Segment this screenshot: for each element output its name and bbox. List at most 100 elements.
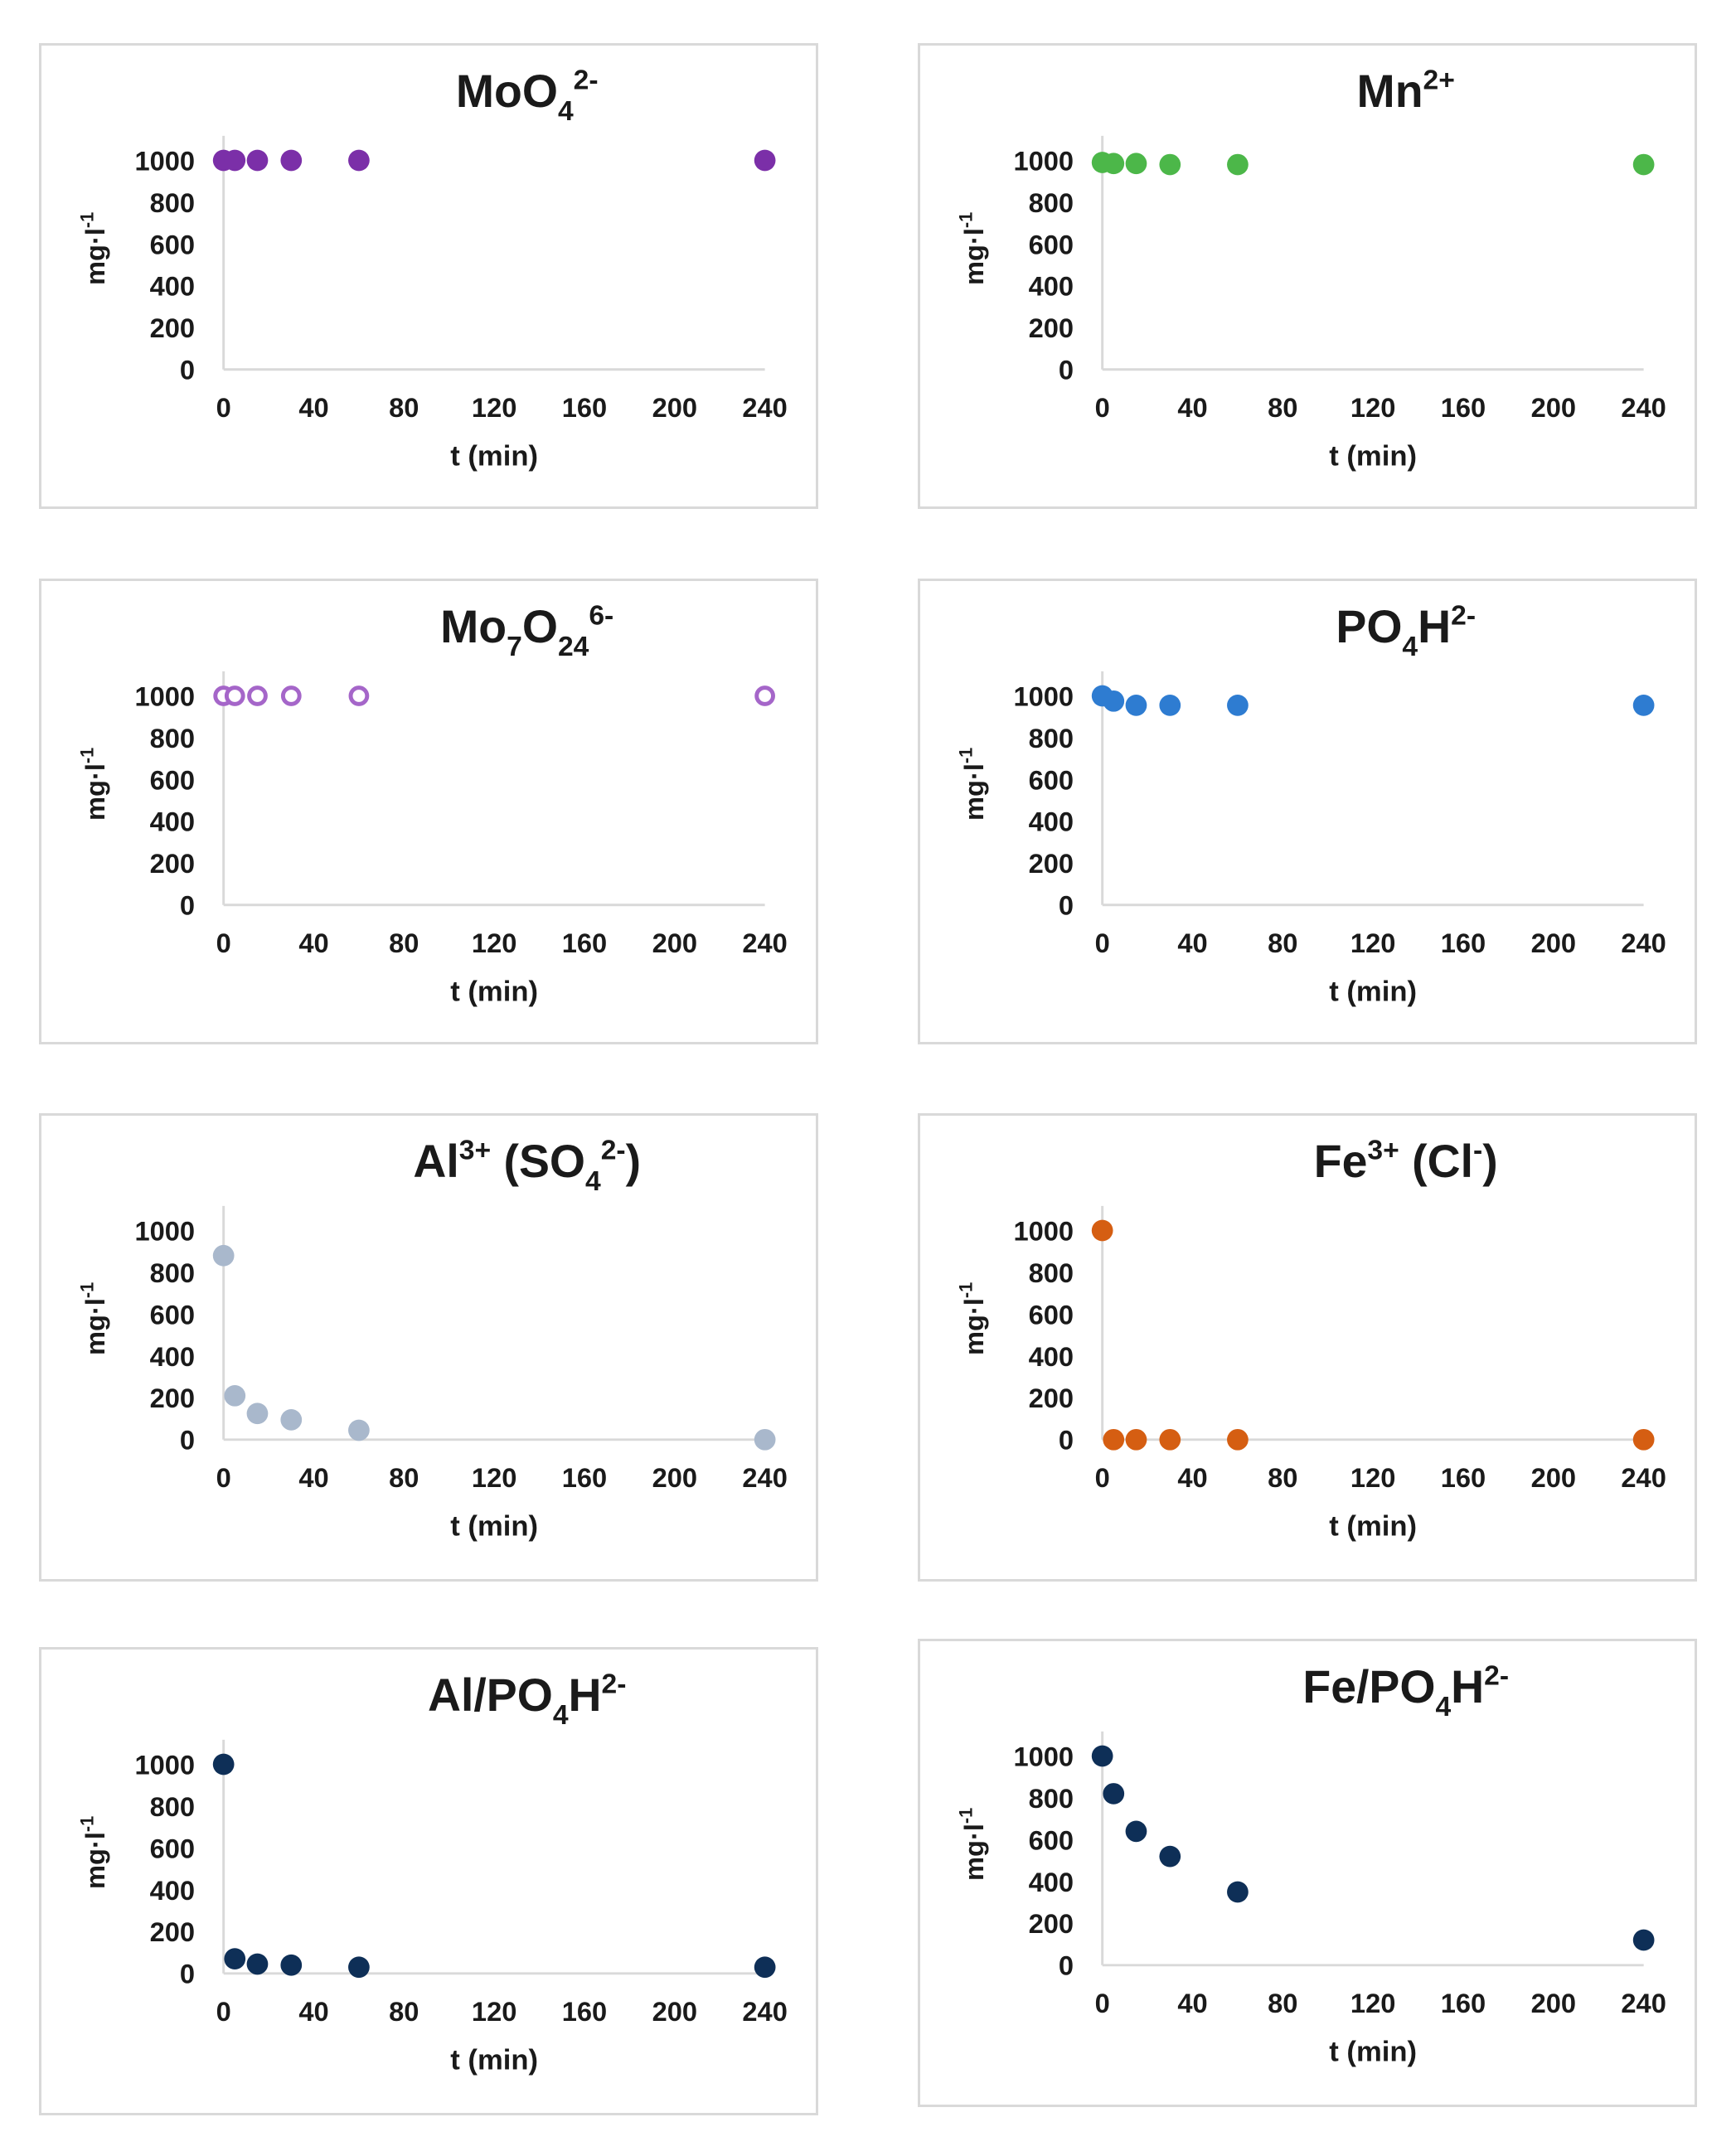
y-tick-label: 600 <box>1029 229 1074 259</box>
y-tick-label: 0 <box>180 890 195 921</box>
y-axis-label: mg·l-1 <box>955 212 989 285</box>
y-tick-label: 400 <box>1029 807 1074 837</box>
x-tick-label: 120 <box>472 1462 516 1493</box>
y-axis-label: mg·l-1 <box>76 1282 110 1355</box>
y-tick-label: 800 <box>150 723 195 753</box>
x-tick-label: 200 <box>652 392 697 423</box>
x-tick-label: 0 <box>216 1462 231 1493</box>
data-point <box>1159 1845 1181 1868</box>
x-tick-label: 200 <box>652 1462 697 1493</box>
x-tick-label: 40 <box>298 392 328 423</box>
data-point <box>224 686 245 706</box>
data-point <box>1103 690 1125 712</box>
x-tick-label: 200 <box>1531 392 1576 423</box>
chart-svg: Al/PO4H2- 0 200 400 600 800 1000 0 40 80 120 160 200… <box>76 1669 788 2076</box>
data-point <box>224 1948 246 1970</box>
data-point <box>1632 694 1655 716</box>
x-tick-label: 160 <box>1441 1462 1486 1493</box>
y-tick-label: 200 <box>150 848 195 879</box>
chart-title: Fe/PO4H2- <box>1302 1660 1509 1722</box>
x-tick-label: 240 <box>1621 1988 1666 2018</box>
y-tick-label: 400 <box>150 807 195 837</box>
data-point <box>1632 153 1655 176</box>
x-tick-label: 40 <box>1177 1988 1207 2018</box>
chart-svg: Mn2+ 0 200 400 600 800 1000 0 40 80 120 160 200 240 t … <box>955 65 1666 472</box>
y-tick-label: 800 <box>150 1791 195 1822</box>
y-tick-label: 1000 <box>1013 681 1074 711</box>
data-point <box>754 1428 776 1451</box>
data-point <box>754 686 775 706</box>
x-tick-label: 240 <box>1621 1462 1666 1493</box>
y-tick-label: 0 <box>180 1959 195 1989</box>
y-tick-label: 600 <box>1029 764 1074 795</box>
chart-title: Fe3+ (Cl-) <box>1314 1135 1498 1187</box>
data-point <box>247 686 268 706</box>
y-tick-label: 1000 <box>134 145 195 176</box>
y-axis-label: mg·l-1 <box>76 1816 110 1889</box>
chart-svg: MoO42- 0 200 400 600 800 1000 0 40 80 120 160 200 240… <box>76 65 787 472</box>
x-tick-label: 80 <box>389 1462 419 1493</box>
chart-title: MoO42- <box>456 65 599 127</box>
x-axis-label: t (min) <box>450 1511 538 1543</box>
data-point <box>224 1384 246 1407</box>
data-point <box>212 1244 235 1267</box>
x-tick-label: 160 <box>562 392 607 423</box>
data-point <box>1103 153 1125 175</box>
chart-svg: Fe/PO4H2- 0 200 400 600 800 1000 0 40 80 120 160 200… <box>955 1660 1666 2067</box>
y-tick-label: 800 <box>1029 187 1074 218</box>
data-point <box>1227 694 1249 716</box>
y-tick-label: 400 <box>150 271 195 302</box>
x-tick-label: 120 <box>1350 928 1395 958</box>
x-tick-label: 160 <box>1441 928 1486 958</box>
x-tick-label: 200 <box>652 928 697 958</box>
y-tick-label: 800 <box>150 187 195 218</box>
x-tick-label: 0 <box>216 1996 231 2027</box>
data-point <box>1227 1881 1249 1903</box>
x-axis-label: t (min) <box>450 976 538 1008</box>
chart-svg: Al3+ (SO42-) 0 200 400 600 800 1000 0 40 80 120 160… <box>76 1135 788 1543</box>
x-tick-label: 0 <box>1095 928 1110 958</box>
y-tick-label: 800 <box>1029 1783 1074 1814</box>
data-point <box>1125 1820 1147 1843</box>
y-tick-label: 600 <box>150 1833 195 1863</box>
y-tick-label: 800 <box>1029 1257 1074 1288</box>
y-tick-label: 200 <box>1029 1383 1074 1413</box>
chart-svg: Mo7O246- 0 200 400 600 800 1000 0 40 80 120 160 200 2… <box>76 600 787 1008</box>
x-tick-label: 40 <box>298 928 328 958</box>
y-axis-label: mg·l-1 <box>955 748 989 821</box>
x-tick-label: 240 <box>742 1996 787 2027</box>
y-tick-label: 800 <box>150 1257 195 1288</box>
x-tick-label: 40 <box>1177 1462 1207 1493</box>
data-point <box>1091 1219 1113 1242</box>
y-tick-label: 200 <box>1029 312 1074 343</box>
y-tick-label: 0 <box>1059 355 1074 385</box>
y-tick-label: 0 <box>180 355 195 385</box>
y-tick-label: 0 <box>180 1425 195 1456</box>
data-point <box>1159 694 1181 716</box>
x-tick-label: 80 <box>389 1996 419 2027</box>
y-tick-label: 1000 <box>1013 1215 1074 1246</box>
x-tick-label: 40 <box>298 1462 328 1493</box>
y-tick-label: 200 <box>150 1383 195 1413</box>
x-tick-label: 160 <box>562 1462 607 1493</box>
chart-panel-3: Mo7O246- 0 200 400 600 800 1000 0 40 80 120 160 200 2… <box>39 579 818 1044</box>
x-axis-label: t (min) <box>1329 976 1417 1008</box>
y-tick-label: 400 <box>1029 1867 1074 1897</box>
data-point <box>1125 153 1147 175</box>
data-point <box>246 149 269 172</box>
data-point <box>1125 1428 1147 1451</box>
data-point <box>1159 1428 1181 1451</box>
data-point <box>280 686 302 706</box>
y-tick-label: 1000 <box>134 1749 195 1780</box>
y-tick-label: 600 <box>1029 1299 1074 1330</box>
x-tick-label: 200 <box>1531 1988 1576 2018</box>
y-tick-label: 800 <box>1029 723 1074 753</box>
data-point <box>1103 1783 1125 1805</box>
x-tick-label: 240 <box>742 392 787 423</box>
y-tick-label: 1000 <box>1013 145 1074 176</box>
x-tick-label: 80 <box>1268 1988 1297 2018</box>
data-point <box>280 1408 303 1431</box>
x-tick-label: 160 <box>1441 1988 1486 2018</box>
y-axis-label: mg·l-1 <box>76 212 110 285</box>
y-tick-label: 1000 <box>1013 1741 1074 1771</box>
